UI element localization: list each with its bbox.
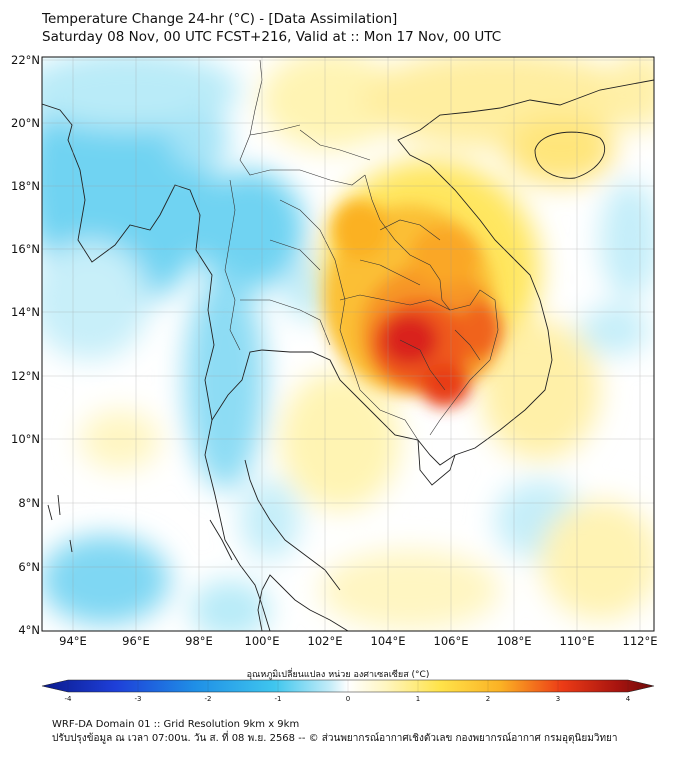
lon-tick-label: 98°E <box>185 634 213 648</box>
lon-tick-label: 94°E <box>59 634 87 648</box>
footer: WRF-DA Domain 01 :: Grid Resolution 9km … <box>52 718 618 746</box>
colorbar: -4 -3 -2 -1 0 1 2 3 4 <box>41 679 655 703</box>
lon-tick-label: 108°E <box>497 634 532 648</box>
lat-tick-label: 16°N <box>11 242 40 256</box>
lat-tick-label: 10°N <box>11 432 40 446</box>
colorbar-tick-label: 4 <box>626 695 631 703</box>
colorbar-tick-label: 1 <box>416 695 420 703</box>
footer-line-1: WRF-DA Domain 01 :: Grid Resolution 9km … <box>52 719 300 730</box>
map-title: Temperature Change 24-hr (°C) - [Data As… <box>42 10 501 46</box>
lat-tick-label: 14°N <box>11 305 40 319</box>
lat-tick-label: 22°N <box>11 53 40 67</box>
lon-tick-label: 96°E <box>122 634 150 648</box>
title-line-2: Saturday 08 Nov, 00 UTC FCST+216, Valid … <box>42 29 502 45</box>
lat-axis: 22°N 20°N 18°N 16°N 14°N 12°N 10°N 8°N 6… <box>11 53 40 637</box>
colorbar-tick-label: -3 <box>135 695 142 703</box>
colorbar-tick-label: 0 <box>346 695 350 703</box>
colorbar-tick-label: 2 <box>486 695 490 703</box>
title-line-1: Temperature Change 24-hr (°C) - [Data As… <box>42 11 398 27</box>
coastlines <box>42 79 654 631</box>
colorbar-gradient <box>41 679 655 693</box>
lon-tick-label: 104°E <box>371 634 406 648</box>
colorbar-tick-label: 3 <box>556 695 560 703</box>
lat-tick-label: 20°N <box>11 116 40 130</box>
lat-tick-label: 18°N <box>11 179 40 193</box>
lon-tick-label: 110°E <box>560 634 595 648</box>
lat-tick-label: 8°N <box>18 496 40 510</box>
colorbar-title: อุณหภูมิเปลี่ยนแปลง หน่วย องศาเซลเซียส (… <box>246 670 430 680</box>
lon-axis: 94°E 96°E 98°E 100°E 102°E 104°E 106°E 1… <box>59 634 657 648</box>
lat-tick-label: 4°N <box>18 623 40 637</box>
colorbar-tick-label: -4 <box>65 695 73 703</box>
colorbar-segments <box>67 680 629 692</box>
footer-line-2: ปรับปรุงข้อมูล ณ เวลา 07:00น. วัน ส. ที่… <box>52 733 618 744</box>
lat-tick-label: 12°N <box>11 369 40 383</box>
lon-tick-label: 112°E <box>623 634 658 648</box>
lon-tick-label: 102°E <box>308 634 343 648</box>
graticule <box>42 57 654 631</box>
colorbar-tick-label: -1 <box>275 695 282 703</box>
colorbar-tick-label: -2 <box>205 695 212 703</box>
lon-tick-label: 100°E <box>245 634 280 648</box>
lon-tick-label: 106°E <box>434 634 469 648</box>
country-borders <box>224 59 499 441</box>
map-frame <box>41 56 655 632</box>
lat-tick-label: 6°N <box>18 560 40 574</box>
